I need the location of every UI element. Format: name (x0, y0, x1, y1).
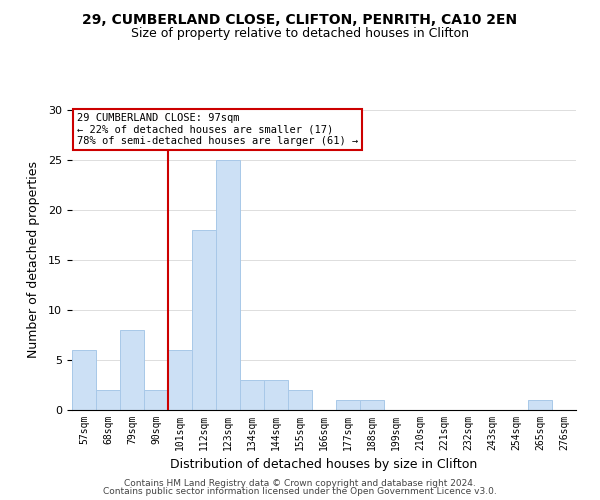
Bar (360, 400, 384, 410)
Text: Contains HM Land Registry data © Crown copyright and database right 2024.: Contains HM Land Registry data © Crown c… (124, 478, 476, 488)
Text: Contains public sector information licensed under the Open Government Licence v3: Contains public sector information licen… (103, 487, 497, 496)
Bar (216, 160, 240, 410)
Bar (96, 390, 120, 410)
Bar (192, 230, 216, 410)
Y-axis label: Number of detached properties: Number of detached properties (27, 162, 40, 358)
Bar (264, 380, 288, 410)
Bar (336, 400, 360, 410)
Bar (168, 350, 192, 410)
Bar (528, 400, 552, 410)
Bar (240, 380, 264, 410)
Bar (72, 350, 96, 410)
Bar (288, 390, 312, 410)
Bar (144, 390, 168, 410)
Bar (120, 330, 144, 410)
Text: 29, CUMBERLAND CLOSE, CLIFTON, PENRITH, CA10 2EN: 29, CUMBERLAND CLOSE, CLIFTON, PENRITH, … (82, 12, 518, 26)
Text: 29 CUMBERLAND CLOSE: 97sqm
← 22% of detached houses are smaller (17)
78% of semi: 29 CUMBERLAND CLOSE: 97sqm ← 22% of deta… (77, 113, 358, 146)
X-axis label: Distribution of detached houses by size in Clifton: Distribution of detached houses by size … (170, 458, 478, 471)
Text: Size of property relative to detached houses in Clifton: Size of property relative to detached ho… (131, 28, 469, 40)
